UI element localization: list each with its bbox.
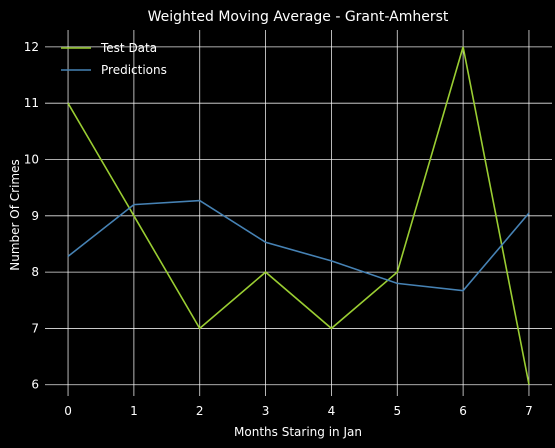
x-axis-label: Months Staring in Jan	[234, 425, 362, 439]
series-line-test-data	[67, 46, 530, 385]
y-tick-label: 7	[31, 321, 39, 335]
y-tick-label: 10	[24, 153, 39, 167]
legend-label: Predictions	[101, 63, 167, 77]
y-tick-label: 9	[31, 209, 39, 223]
grid	[45, 30, 552, 396]
x-tick-label: 5	[393, 404, 401, 418]
x-tick-label: 7	[525, 404, 533, 418]
x-tick-label: 3	[262, 404, 270, 418]
series	[67, 46, 530, 385]
x-tick-label: 4	[328, 404, 336, 418]
y-tick-label: 6	[31, 378, 39, 392]
legend-label: Test Data	[100, 41, 157, 55]
chart-title: Weighted Moving Average - Grant-Amherst	[148, 9, 449, 25]
y-tick-label: 11	[24, 96, 39, 110]
x-tick-label: 6	[459, 404, 467, 418]
x-tick-label: 0	[64, 404, 72, 418]
legend: Test Data Predictions	[61, 41, 167, 77]
series-line-predictions	[67, 199, 530, 292]
y-tick-label: 8	[31, 265, 39, 279]
x-tick-label: 1	[130, 404, 138, 418]
x-tick-label: 2	[196, 404, 204, 418]
y-tick-label: 12	[24, 40, 39, 54]
y-axis-label: Number Of Crimes	[8, 159, 22, 270]
